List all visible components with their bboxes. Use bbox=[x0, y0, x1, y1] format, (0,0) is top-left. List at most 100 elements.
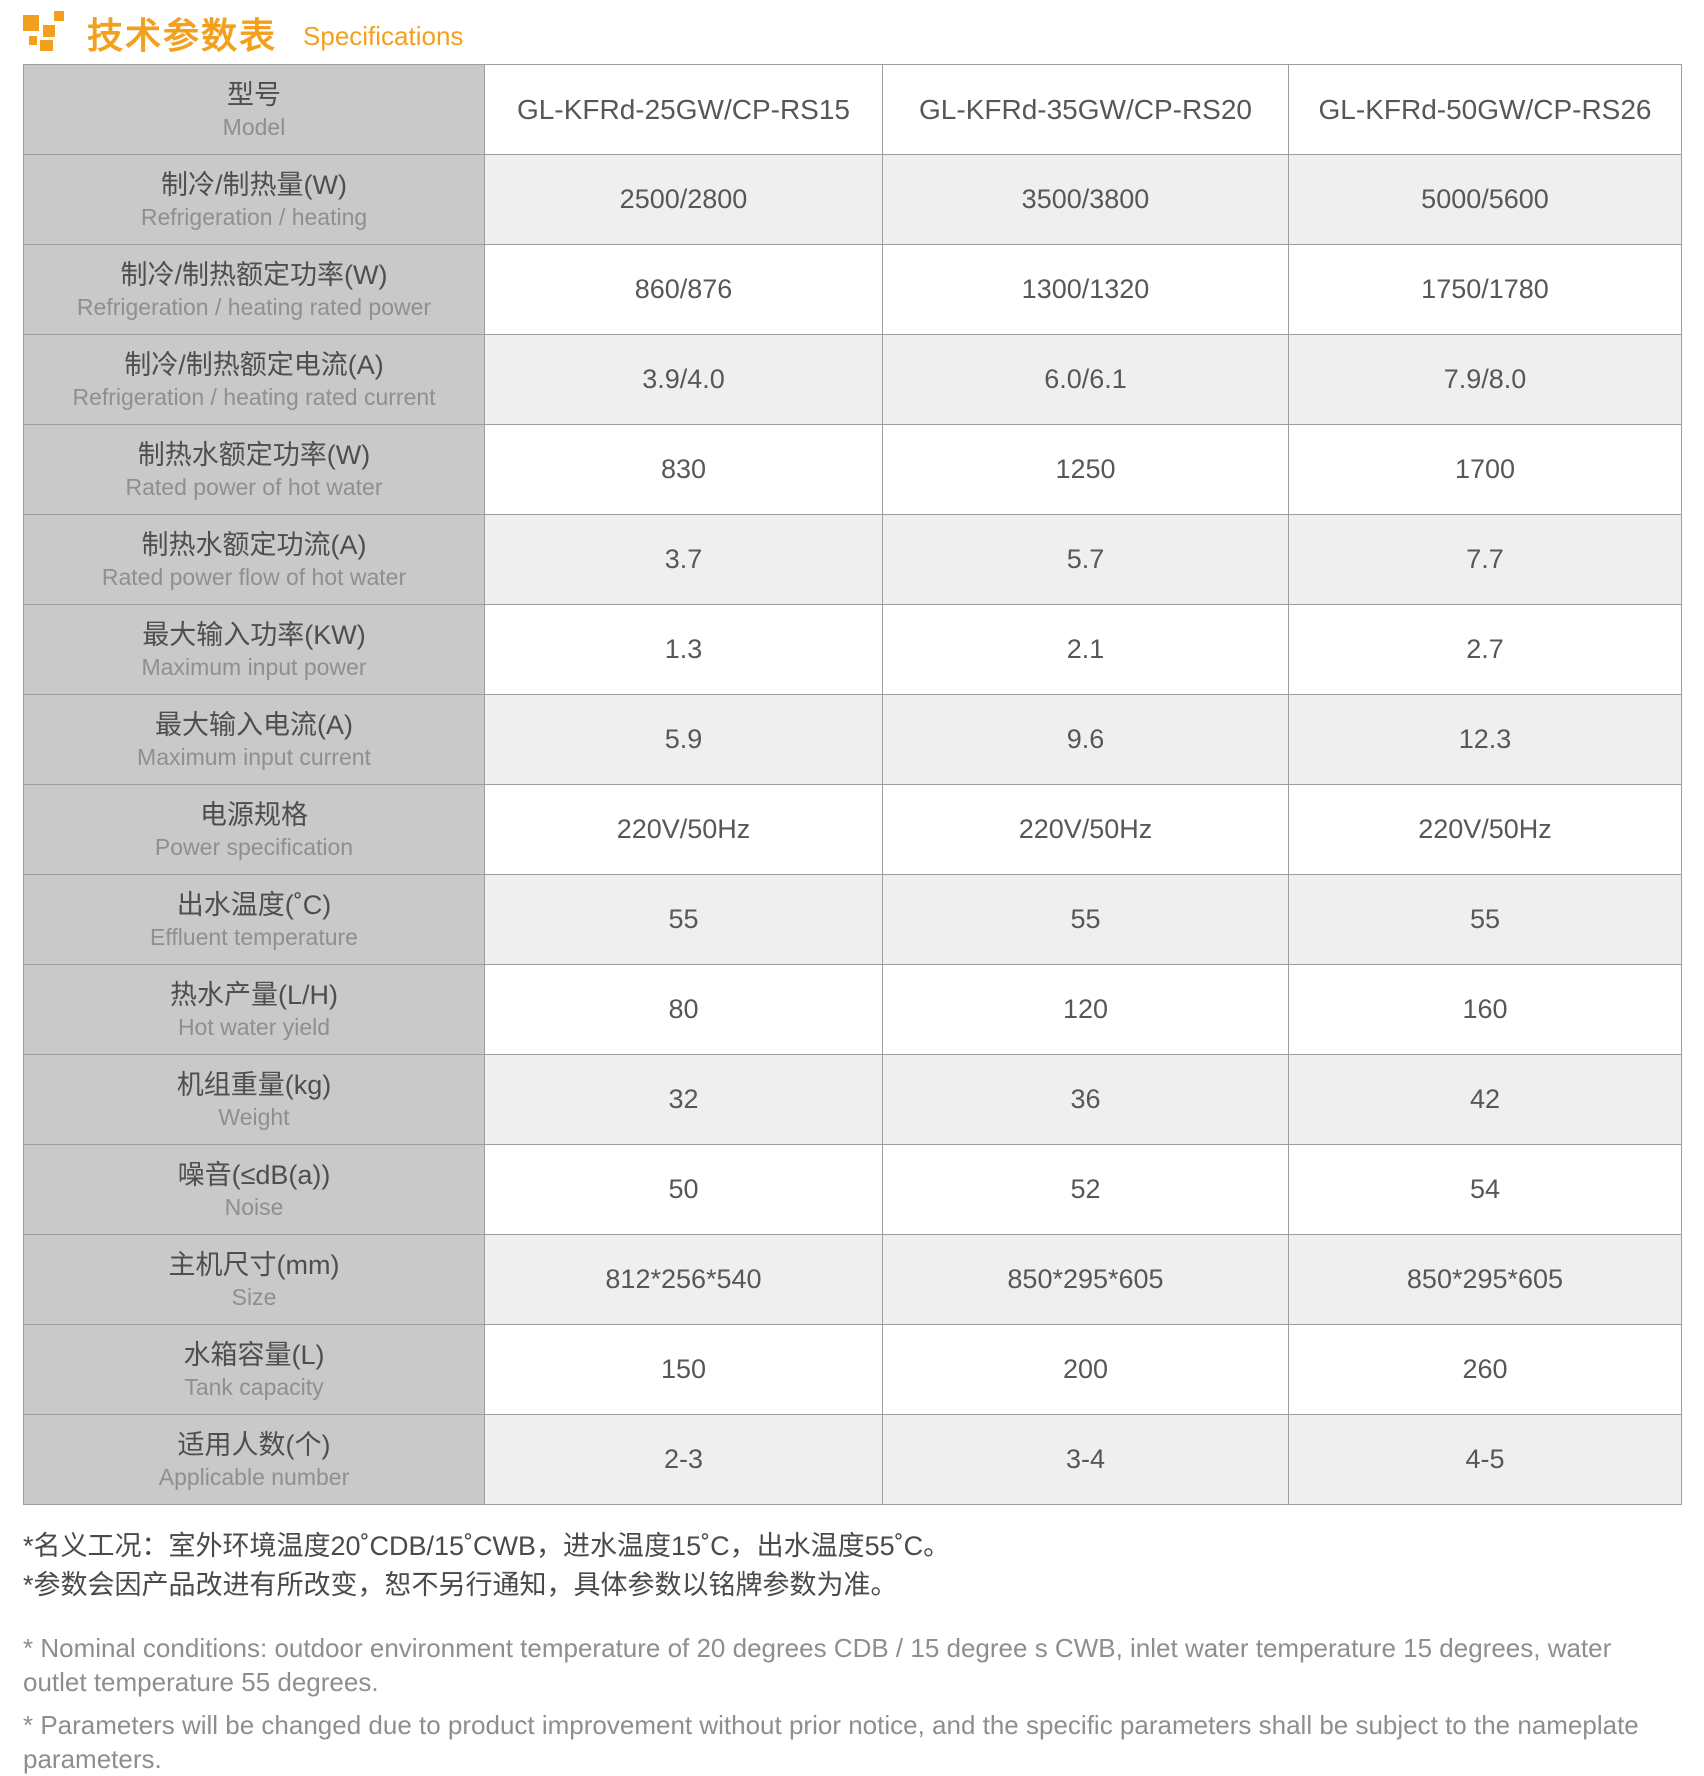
spec-value-cell: 2.7 bbox=[1288, 604, 1682, 695]
spec-value-cell: 80 bbox=[484, 964, 883, 1055]
table-row: 制冷/制热量(W) Refrigeration / heating 2500/280… bbox=[23, 154, 1682, 245]
spec-value-cell: 120 bbox=[882, 964, 1289, 1055]
table-row: 电源规格 Power specification 220V/50Hz 220V/50H… bbox=[23, 784, 1682, 875]
spec-table: 型号 Model GL-KFRd-25GW/CP-RS15 GL-KFRd-35… bbox=[23, 64, 1682, 1505]
spec-value-cell: 6.0/6.1 bbox=[882, 334, 1289, 425]
spec-value-cell: 52 bbox=[882, 1144, 1289, 1235]
row-label-zh: 适用人数(个) bbox=[177, 1429, 331, 1460]
row-label-cell: 制冷/制热额定电流(A) Refrigeration / heating rate… bbox=[23, 334, 485, 425]
table-row: 适用人数(个) Applicable number 2-3 3-4 4-5 bbox=[23, 1414, 1682, 1505]
row-label-en: Applicable number bbox=[158, 1463, 350, 1490]
row-label-zh: 最大输入电流(A) bbox=[155, 709, 353, 740]
page-title: 技术参数表 bbox=[87, 15, 278, 56]
spec-table-body: 制冷/制热量(W) Refrigeration / heating 2500/280… bbox=[23, 154, 1682, 1505]
footnote-en-2: * Parameters will be changed due to prod… bbox=[23, 1710, 1639, 1774]
table-row: 噪音(≤dB(a)) Noise 50 52 54 bbox=[23, 1144, 1682, 1235]
spec-value-cell: 3.9/4.0 bbox=[484, 334, 883, 425]
spec-value-cell: 50 bbox=[484, 1144, 883, 1235]
row-label-zh: 最大输入功率(KW) bbox=[142, 619, 366, 650]
row-label-en: Hot water yield bbox=[177, 1013, 331, 1040]
row-label-cell: 水箱容量(L) Tank capacity bbox=[23, 1324, 485, 1415]
table-row: 制热水额定功流(A) Rated power flow of hot water 3… bbox=[23, 514, 1682, 605]
footnote-zh-1: *名义工况：室外环境温度20˚CDB/15˚CWB，进水温度15˚C，出水温度5… bbox=[23, 1531, 951, 1561]
row-label-zh: 主机尺寸(mm) bbox=[168, 1249, 340, 1280]
model-label-cell: 型号 Model bbox=[23, 64, 485, 155]
table-row: 制热水额定功率(W) Rated power of hot water 830 125… bbox=[23, 424, 1682, 515]
spec-value-cell: 3.7 bbox=[484, 514, 883, 605]
table-row: 制冷/制热额定电流(A) Refrigeration / heating rate… bbox=[23, 334, 1682, 425]
row-label-en: Tank capacity bbox=[184, 1373, 324, 1400]
footnotes-english: * Nominal conditions: outdoor environmen… bbox=[23, 1631, 1681, 1776]
model-name: GL-KFRd-50GW/CP-RS26 bbox=[1288, 64, 1682, 155]
row-label-en: Refrigeration / heating rated power bbox=[76, 293, 432, 320]
row-label-en: Rated power flow of hot water bbox=[101, 563, 407, 590]
table-row: 最大输入功率(KW) Maximum input power 1.3 2.1 2.7 bbox=[23, 604, 1682, 695]
model-name: GL-KFRd-35GW/CP-RS20 bbox=[882, 64, 1289, 155]
row-label-cell: 机组重量(kg) Weight bbox=[23, 1054, 485, 1145]
spec-value-cell: 3-4 bbox=[882, 1414, 1289, 1505]
row-label-en: Rated power of hot water bbox=[125, 473, 383, 500]
table-row: 主机尺寸(mm) Size 812*256*540 850*295*605 850*29… bbox=[23, 1234, 1682, 1325]
spec-value-cell: 830 bbox=[484, 424, 883, 515]
spec-value-cell: 4-5 bbox=[1288, 1414, 1682, 1505]
spec-value-cell: 42 bbox=[1288, 1054, 1682, 1145]
row-label-cell: 制冷/制热额定功率(W) Refrigeration / heating rate… bbox=[23, 244, 485, 335]
row-label-zh: 热水产量(L/H) bbox=[170, 979, 338, 1010]
row-label-cell: 热水产量(L/H) Hot water yield bbox=[23, 964, 485, 1055]
row-label-cell: 适用人数(个) Applicable number bbox=[23, 1414, 485, 1505]
table-row: 机组重量(kg) Weight 32 36 42 bbox=[23, 1054, 1682, 1145]
spec-value-cell: 1750/1780 bbox=[1288, 244, 1682, 335]
row-label-en: Weight bbox=[218, 1103, 290, 1130]
spec-value-cell: 1300/1320 bbox=[882, 244, 1289, 335]
row-label-en: Refrigeration / heating rated current bbox=[72, 383, 436, 410]
row-label-cell: 出水温度(˚C) Effluent temperature bbox=[23, 874, 485, 965]
pixel-squares-icon bbox=[23, 11, 71, 55]
row-label-en: Power specification bbox=[154, 833, 354, 860]
row-label-cell: 制热水额定功率(W) Rated power of hot water bbox=[23, 424, 485, 515]
row-label-cell: 电源规格 Power specification bbox=[23, 784, 485, 875]
spec-value-cell: 5000/5600 bbox=[1288, 154, 1682, 245]
spec-value-cell: 2500/2800 bbox=[484, 154, 883, 245]
spec-value-cell: 55 bbox=[484, 874, 883, 965]
row-label-zh: 制冷/制热额定功率(W) bbox=[120, 259, 388, 290]
model-name: GL-KFRd-25GW/CP-RS15 bbox=[484, 64, 883, 155]
table-row: 出水温度(˚C) Effluent temperature 55 55 55 bbox=[23, 874, 1682, 965]
row-label-en: Noise bbox=[224, 1193, 284, 1220]
table-row: 热水产量(L/H) Hot water yield 80 120 160 bbox=[23, 964, 1682, 1055]
row-label-en: Maximum input current bbox=[137, 743, 371, 770]
spec-value-cell: 220V/50Hz bbox=[1288, 784, 1682, 875]
model-header-row: 型号 Model GL-KFRd-25GW/CP-RS15 GL-KFRd-35… bbox=[23, 64, 1682, 155]
row-label-zh: 机组重量(kg) bbox=[176, 1069, 332, 1100]
spec-value-cell: 1.3 bbox=[484, 604, 883, 695]
spec-value-cell: 36 bbox=[882, 1054, 1289, 1145]
footnotes-chinese: *名义工况：室外环境温度20˚CDB/15˚CWB，进水温度15˚C，出水温度5… bbox=[23, 1527, 1681, 1605]
spec-value-cell: 5.7 bbox=[882, 514, 1289, 605]
spec-value-cell: 200 bbox=[882, 1324, 1289, 1415]
spec-value-cell: 1700 bbox=[1288, 424, 1682, 515]
row-label-cell: 最大输入电流(A) Maximum input current bbox=[23, 694, 485, 785]
spec-value-cell: 160 bbox=[1288, 964, 1682, 1055]
row-label-cell: 制冷/制热量(W) Refrigeration / heating bbox=[23, 154, 485, 245]
row-label-zh: 制热水额定功率(W) bbox=[137, 439, 371, 470]
row-label-zh: 出水温度(˚C) bbox=[176, 889, 332, 920]
row-label-en: Size bbox=[231, 1283, 277, 1310]
spec-value-cell: 32 bbox=[484, 1054, 883, 1145]
row-label-en: Effluent temperature bbox=[150, 923, 358, 950]
spec-value-cell: 7.7 bbox=[1288, 514, 1682, 605]
spec-value-cell: 260 bbox=[1288, 1324, 1682, 1415]
spec-value-cell: 220V/50Hz bbox=[484, 784, 883, 875]
spec-value-cell: 7.9/8.0 bbox=[1288, 334, 1682, 425]
footnote-zh-2: *参数会因产品改进有所改变，恕不另行通知，具体参数以铭牌参数为准。 bbox=[23, 1570, 898, 1600]
spec-value-cell: 2.1 bbox=[882, 604, 1289, 695]
page-subtitle: Specifications bbox=[303, 20, 464, 51]
spec-value-cell: 860/876 bbox=[484, 244, 883, 335]
row-label-zh: 制冷/制热额定电流(A) bbox=[124, 349, 384, 380]
row-label-zh: 噪音(≤dB(a)) bbox=[177, 1159, 331, 1190]
spec-value-cell: 5.9 bbox=[484, 694, 883, 785]
model-label-zh: 型号 bbox=[227, 79, 281, 110]
table-row: 制冷/制热额定功率(W) Refrigeration / heating rate… bbox=[23, 244, 1682, 335]
spec-value-cell: 55 bbox=[882, 874, 1289, 965]
spec-value-cell: 850*295*605 bbox=[882, 1234, 1289, 1325]
spec-value-cell: 54 bbox=[1288, 1144, 1682, 1235]
